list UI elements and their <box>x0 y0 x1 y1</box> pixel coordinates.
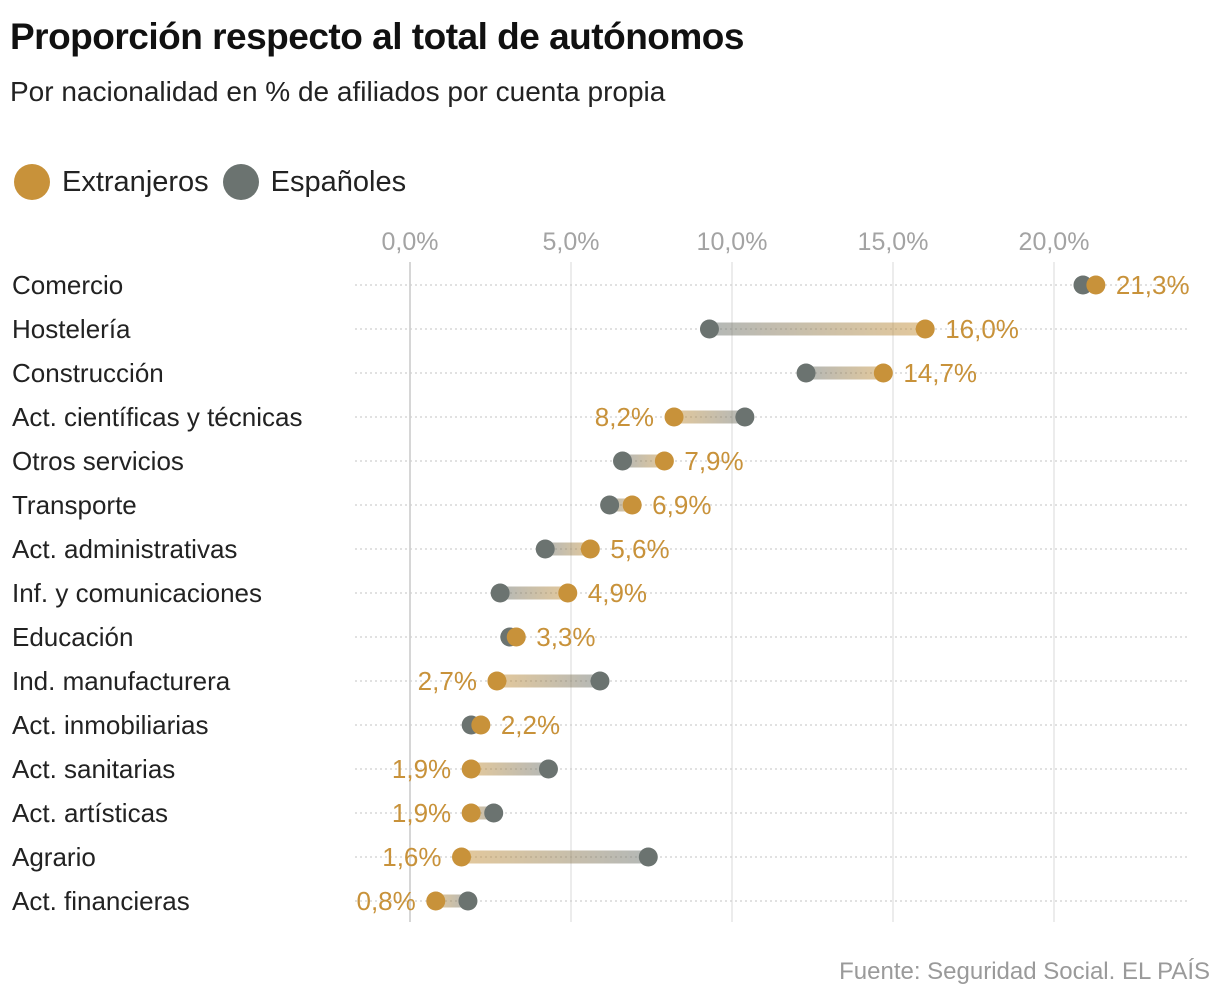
dot-extranjeros <box>452 847 472 867</box>
category-label: Hostelería <box>12 314 131 344</box>
dot-espanoles <box>613 451 633 471</box>
dot-espanoles <box>600 495 620 515</box>
dot-espanoles <box>638 847 658 867</box>
legend: Extranjeros Españoles <box>14 164 420 200</box>
value-label: 0,8% <box>356 886 415 916</box>
x-tick-label: 5,0% <box>543 228 600 256</box>
category-label: Construcción <box>12 358 164 388</box>
value-label: 16,0% <box>945 314 1019 344</box>
category-label: Act. inmobiliarias <box>12 710 209 740</box>
dot-espanoles <box>484 803 504 823</box>
dot-extranjeros <box>915 319 935 339</box>
x-tick-label: 0,0% <box>382 228 439 256</box>
dot-espanoles <box>735 407 755 427</box>
dot-espanoles <box>538 759 558 779</box>
category-label: Act. administrativas <box>12 534 237 564</box>
legend-swatch-extranjeros <box>14 164 50 200</box>
dot-extranjeros <box>487 671 507 691</box>
value-label: 7,9% <box>684 446 743 476</box>
dot-extranjeros <box>622 495 642 515</box>
value-label: 8,2% <box>595 402 654 432</box>
category-label: Ind. manufacturera <box>12 666 231 696</box>
dot-extranjeros <box>664 407 684 427</box>
legend-swatch-espanoles <box>222 164 259 200</box>
dot-espanoles <box>699 319 719 339</box>
value-label: 2,2% <box>501 710 560 740</box>
value-label: 3,3% <box>536 622 595 652</box>
chart-subtitle: Por nacionalidad en % de afiliados por c… <box>10 76 666 107</box>
legend-label: Españoles <box>270 165 407 198</box>
category-label: Act. sanitarias <box>12 754 175 784</box>
dot-extranjeros <box>506 627 526 647</box>
category-label: Comercio <box>12 270 123 300</box>
category-label: Educación <box>12 622 133 652</box>
source-note: Fuente: Seguridad Social. EL PAÍS <box>839 958 1210 985</box>
dot-espanoles <box>458 891 478 911</box>
dot-extranjeros <box>461 803 481 823</box>
value-label: 4,9% <box>588 578 647 608</box>
dot-extranjeros <box>426 891 446 911</box>
value-label: 1,6% <box>382 842 441 872</box>
category-label: Agrario <box>12 842 96 872</box>
dot-extranjeros <box>1086 275 1106 295</box>
dot-espanoles <box>796 363 816 383</box>
category-label: Act. artísticas <box>12 798 168 828</box>
dot-espanoles <box>590 671 610 691</box>
value-label: 1,9% <box>392 754 451 784</box>
category-label: Act. científicas y técnicas <box>12 402 302 432</box>
value-label: 21,3% <box>1116 270 1190 300</box>
dot-extranjeros <box>471 715 491 735</box>
legend-item-espanoles: Españoles <box>222 164 407 200</box>
value-label: 14,7% <box>903 358 977 388</box>
dot-extranjeros <box>654 451 674 471</box>
x-tick-label: 20,0% <box>1019 228 1090 256</box>
legend-item-extranjeros: Extranjeros <box>14 164 209 200</box>
value-label: 1,9% <box>392 798 451 828</box>
dot-extranjeros <box>461 759 481 779</box>
dot-extranjeros <box>873 363 893 383</box>
legend-label: Extranjeros <box>62 165 209 198</box>
category-label: Otros servicios <box>12 446 184 476</box>
chart-title: Proporción respecto al total de autónomo… <box>10 16 745 57</box>
x-tick-label: 15,0% <box>858 228 929 256</box>
value-label: 2,7% <box>418 666 477 696</box>
dot-extranjeros <box>580 539 600 559</box>
category-label: Act. financieras <box>12 886 190 916</box>
dot-extranjeros <box>558 583 578 603</box>
value-label: 5,6% <box>610 534 669 564</box>
x-tick-label: 10,0% <box>697 228 768 256</box>
value-label: 6,9% <box>652 490 711 520</box>
category-label: Inf. y comunicaciones <box>12 578 262 608</box>
dot-espanoles <box>535 539 555 559</box>
dot-espanoles <box>490 583 510 603</box>
category-label: Transporte <box>12 490 137 520</box>
